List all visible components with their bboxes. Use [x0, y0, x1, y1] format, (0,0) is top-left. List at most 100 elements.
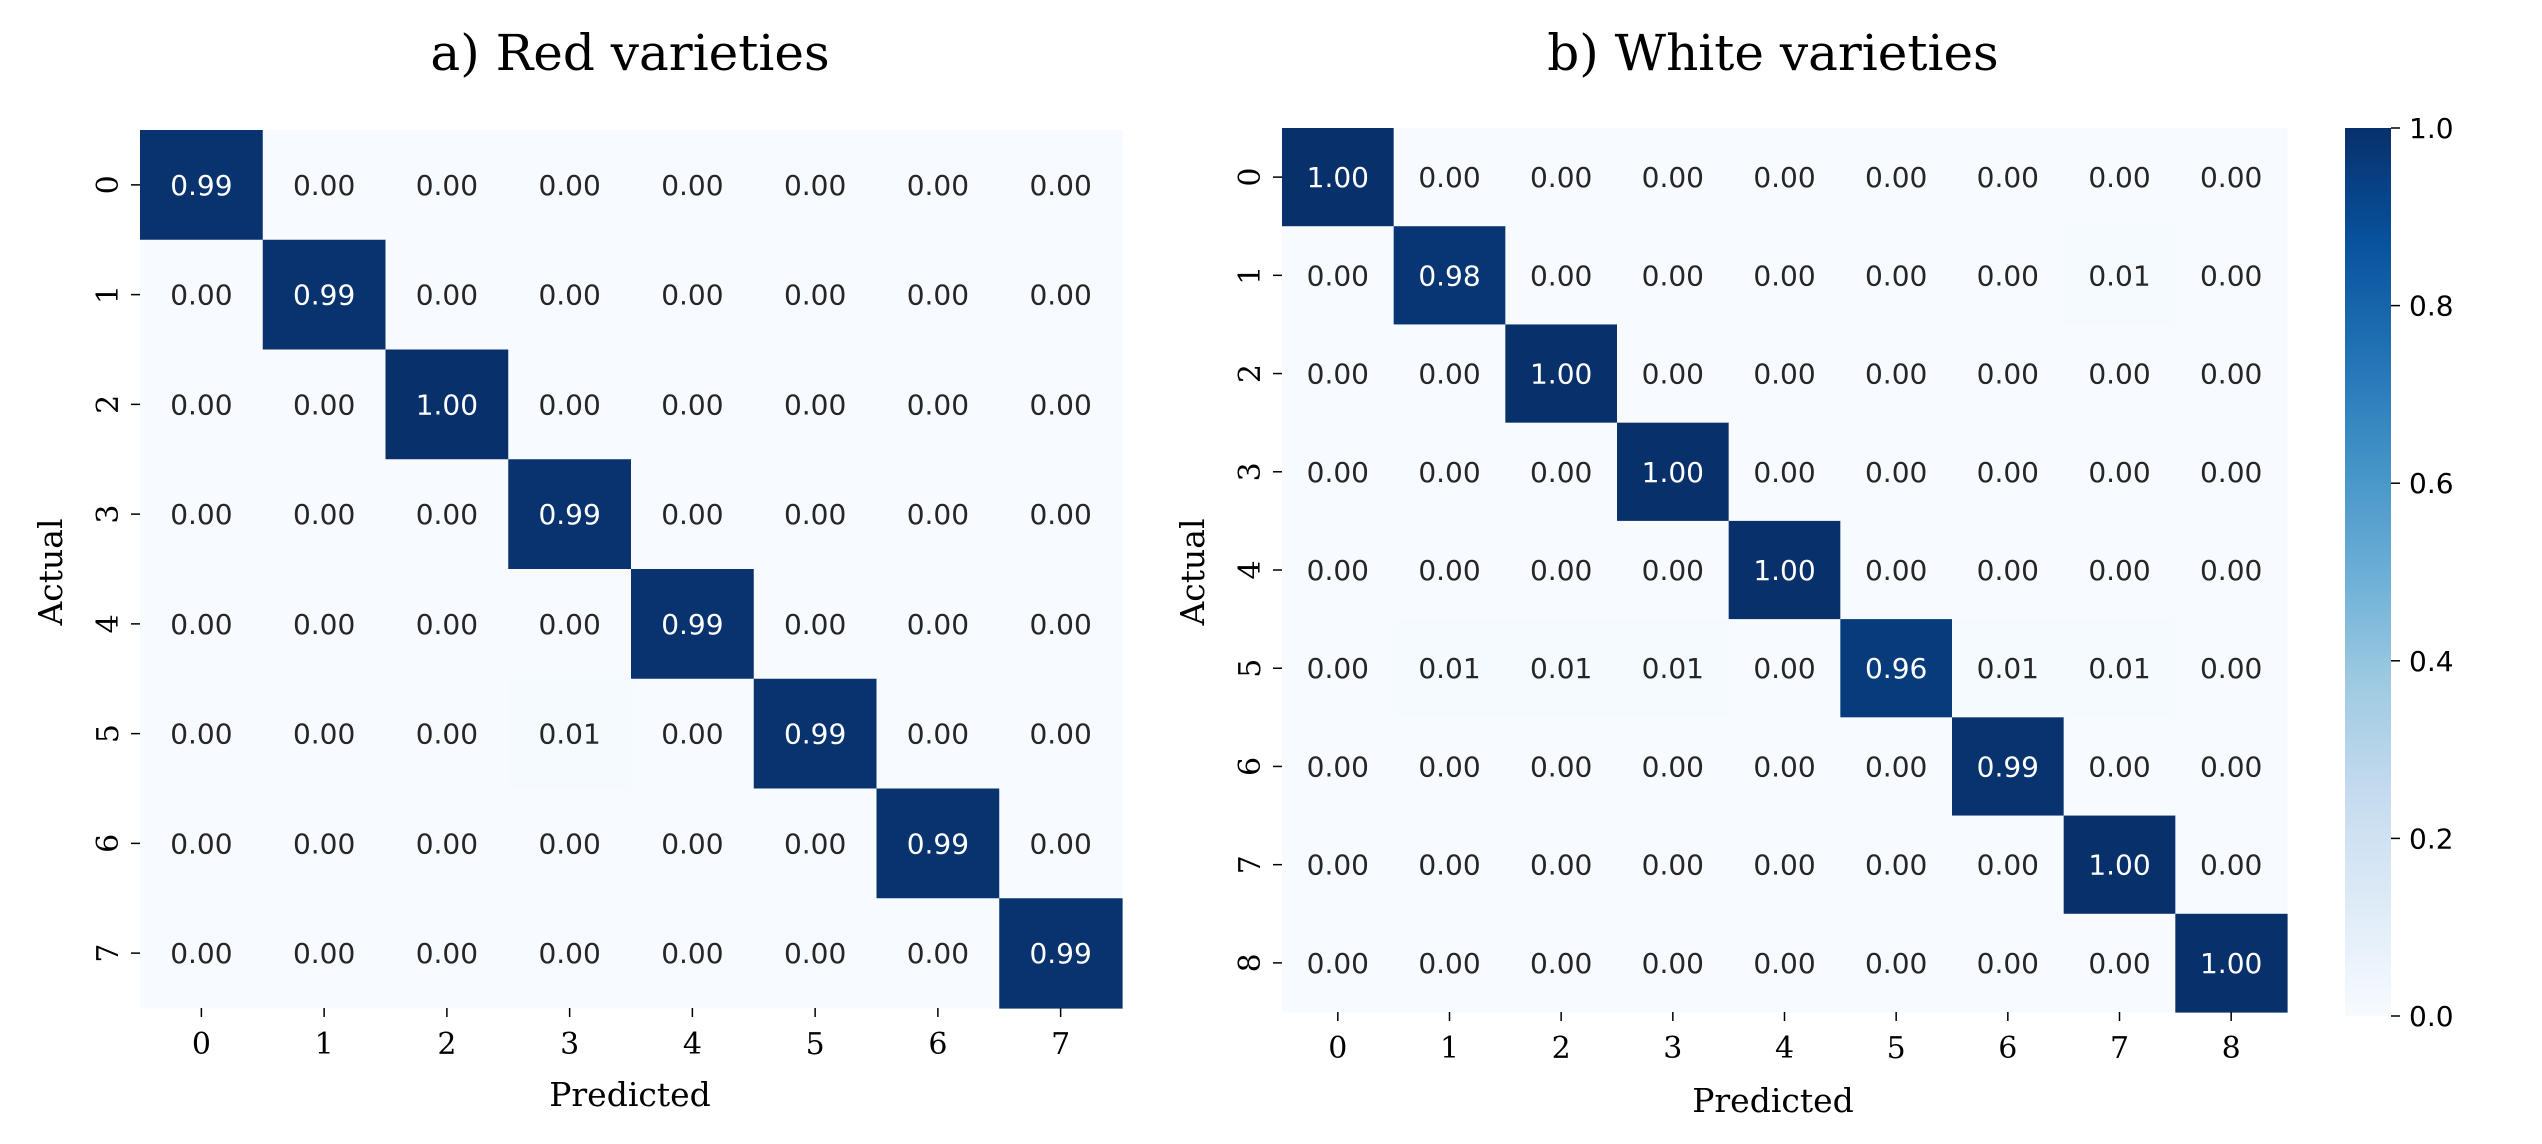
heatmap-cell [631, 459, 755, 570]
cell-value-label: 0.00 [1307, 456, 1369, 489]
heatmap-cell [1393, 913, 1506, 1013]
x-tick-label: 1 [1440, 1031, 1459, 1066]
cell-value-label: 1.00 [1307, 161, 1369, 194]
heatmap-cell [1728, 815, 1841, 915]
heatmap-cell [140, 459, 264, 570]
y-tick-label: 4 [91, 614, 126, 633]
heatmap-cell [753, 130, 878, 241]
x-tick-label: 3 [560, 1027, 579, 1062]
cell-value-label: 0.00 [293, 827, 355, 860]
x-axis-label-red: Predicted [549, 1075, 711, 1114]
cell-value-label: 0.00 [416, 937, 478, 970]
x-tick-label: 7 [2110, 1031, 2129, 1066]
cell-value-label: 0.01 [2088, 259, 2150, 292]
heatmap-cell [1728, 520, 1841, 620]
cell-value-label: 0.00 [1753, 750, 1815, 783]
cell-value-label: 0.00 [784, 827, 846, 860]
cell-value-label: 0.00 [1307, 652, 1369, 685]
heatmap-cell [1728, 422, 1841, 522]
heatmap-cell [1617, 324, 1730, 424]
heatmap-white-grid: 1.00 0.00 0.00 0.00 0.00 0.00 0.00 0.00 0.00 0.00… [1282, 128, 2288, 1013]
heatmap-cell [1952, 815, 2065, 915]
cell-value-label: 0.00 [1865, 358, 1927, 391]
cell-value-label: 0.00 [293, 498, 355, 531]
heatmap-cell [2175, 619, 2288, 718]
heatmap-cell [508, 130, 632, 241]
heatmap-cell [262, 898, 387, 1009]
cell-value-label: 0.00 [1418, 161, 1480, 194]
heatmap-cell [385, 788, 509, 899]
cell-value-label: 0.00 [1418, 554, 1480, 587]
cell-value-label: 0.00 [293, 718, 355, 751]
y-tick-label: 5 [91, 724, 126, 743]
colorbar-tick-label: 0.8 [2409, 290, 2454, 323]
heatmap-cell [2063, 717, 2176, 817]
cell-value-label: 0.00 [2200, 259, 2262, 292]
heatmap-cell [631, 349, 755, 460]
cell-value-label: 0.00 [1029, 827, 1091, 860]
heatmap-cell [753, 239, 878, 351]
cell-value-label: 0.00 [170, 937, 232, 970]
cell-value-label: 1.00 [1642, 456, 1704, 489]
cell-value-label: 0.99 [170, 169, 232, 202]
cell-value-label: 0.00 [1530, 849, 1592, 882]
cell-value-label: 0.99 [661, 608, 723, 641]
heatmap-cell [1952, 422, 2065, 522]
y-tick-label: 8 [1233, 953, 1268, 972]
cell-value-label: 0.00 [1418, 750, 1480, 783]
x-tick-label: 0 [1328, 1031, 1347, 1066]
heatmap-cell [262, 239, 387, 351]
heatmap-cell [1505, 815, 1618, 915]
heatmap-cell [1505, 520, 1618, 620]
y-tick-label: 1 [1233, 266, 1268, 285]
cell-value-label: 0.00 [1530, 456, 1592, 489]
heatmap-cell [1617, 619, 1730, 718]
cell-value-label: 0.00 [1977, 947, 2039, 980]
cell-value-label: 0.00 [784, 279, 846, 312]
heatmap-cell [1282, 520, 1395, 620]
cell-value-label: 0.00 [1865, 750, 1927, 783]
heatmap-cell [1393, 619, 1506, 718]
heatmap-cell [753, 678, 878, 790]
cell-value-label: 0.00 [1307, 259, 1369, 292]
cell-value-label: 0.00 [1530, 750, 1592, 783]
heatmap-cell [631, 788, 755, 899]
heatmap-cell [385, 239, 509, 351]
heatmap-cell [1952, 226, 2065, 326]
heatmap-cell [2175, 324, 2288, 424]
heatmap-cell [999, 130, 1123, 241]
cell-value-label: 0.00 [1977, 161, 2039, 194]
x-tick-label: 5 [1887, 1031, 1906, 1066]
heatmap-cell [140, 349, 264, 460]
heatmap-cell [1728, 324, 1841, 424]
heatmap-cell [1393, 226, 1506, 326]
heatmap-cell [508, 569, 632, 680]
cell-value-label: 0.00 [2088, 358, 2150, 391]
heatmap-cell [1617, 226, 1730, 326]
cell-value-label: 0.00 [538, 827, 600, 860]
heatmap-cell [1393, 717, 1506, 817]
cell-value-label: 0.00 [170, 608, 232, 641]
heatmap-cell [2063, 619, 2176, 718]
heatmap-cell [2175, 128, 2288, 227]
heatmap-cell [1952, 619, 2065, 718]
heatmap-cell [1505, 324, 1618, 424]
cell-value-label: 0.00 [1642, 259, 1704, 292]
cell-value-label: 0.00 [2088, 161, 2150, 194]
heatmap-cell [876, 569, 1000, 680]
heatmap-cell [2063, 815, 2176, 915]
cell-value-label: 0.00 [1865, 456, 1927, 489]
cell-value-label: 0.00 [907, 718, 969, 751]
cell-value-label: 0.00 [661, 827, 723, 860]
heatmap-cell [631, 130, 755, 241]
cell-value-label: 0.00 [1753, 161, 1815, 194]
heatmap-cell [1505, 128, 1618, 227]
cell-value-label: 0.00 [1418, 947, 1480, 980]
heatmap-cell [631, 569, 755, 680]
cell-value-label: 0.01 [1977, 652, 2039, 685]
cell-value-label: 0.00 [907, 388, 969, 421]
cell-value-label: 0.00 [1977, 456, 2039, 489]
heatmap-cell [876, 898, 1000, 1009]
heatmap-cell [140, 239, 264, 351]
y-tick-label: 7 [91, 944, 126, 963]
